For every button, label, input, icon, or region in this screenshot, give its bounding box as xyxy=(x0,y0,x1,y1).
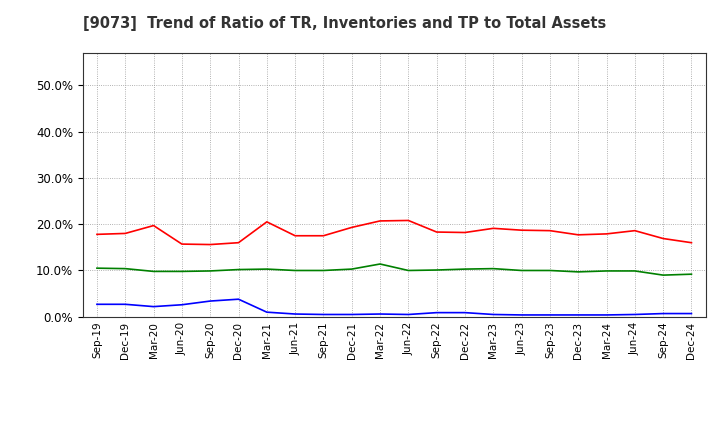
Inventories xyxy=(206,298,215,304)
Trade Payables xyxy=(687,271,696,277)
Inventories xyxy=(319,312,328,317)
Inventories xyxy=(93,302,102,307)
Inventories xyxy=(404,312,413,317)
Trade Payables xyxy=(574,269,582,275)
Trade Receivables xyxy=(121,231,130,236)
Inventories xyxy=(376,312,384,317)
Inventories xyxy=(121,302,130,307)
Trade Payables xyxy=(263,267,271,272)
Line: Trade Receivables: Trade Receivables xyxy=(97,220,691,245)
Trade Receivables xyxy=(489,226,498,231)
Inventories xyxy=(291,312,300,317)
Trade Receivables xyxy=(404,218,413,223)
Trade Receivables xyxy=(574,232,582,238)
Trade Receivables xyxy=(263,219,271,224)
Trade Receivables xyxy=(546,228,554,233)
Trade Payables xyxy=(93,265,102,271)
Trade Receivables xyxy=(178,242,186,247)
Trade Payables xyxy=(149,269,158,274)
Trade Receivables xyxy=(348,225,356,230)
Trade Payables xyxy=(121,266,130,271)
Trade Payables xyxy=(291,268,300,273)
Trade Receivables xyxy=(234,240,243,246)
Trade Payables xyxy=(376,261,384,267)
Trade Payables xyxy=(404,268,413,273)
Trade Receivables xyxy=(291,233,300,238)
Trade Receivables xyxy=(517,227,526,233)
Inventories xyxy=(489,312,498,317)
Trade Receivables xyxy=(687,240,696,246)
Trade Receivables xyxy=(631,228,639,233)
Trade Payables xyxy=(206,268,215,274)
Trade Receivables xyxy=(93,232,102,237)
Inventories xyxy=(602,312,611,318)
Trade Receivables xyxy=(149,223,158,228)
Trade Payables xyxy=(631,268,639,274)
Inventories xyxy=(546,312,554,318)
Inventories xyxy=(178,302,186,308)
Line: Inventories: Inventories xyxy=(97,299,691,315)
Inventories xyxy=(234,297,243,302)
Inventories xyxy=(574,312,582,318)
Trade Receivables xyxy=(659,236,667,241)
Trade Payables xyxy=(489,266,498,271)
Trade Payables xyxy=(517,268,526,273)
Trade Payables xyxy=(178,269,186,274)
Inventories xyxy=(263,309,271,315)
Inventories xyxy=(432,310,441,315)
Trade Payables xyxy=(461,267,469,272)
Inventories xyxy=(631,312,639,317)
Trade Payables xyxy=(602,268,611,274)
Text: [9073]  Trend of Ratio of TR, Inventories and TP to Total Assets: [9073] Trend of Ratio of TR, Inventories… xyxy=(83,16,606,31)
Inventories xyxy=(687,311,696,316)
Inventories xyxy=(659,311,667,316)
Inventories xyxy=(517,312,526,318)
Trade Receivables xyxy=(206,242,215,247)
Trade Payables xyxy=(319,268,328,273)
Trade Receivables xyxy=(461,230,469,235)
Trade Payables xyxy=(234,267,243,272)
Trade Receivables xyxy=(432,229,441,235)
Trade Payables xyxy=(432,268,441,273)
Trade Payables xyxy=(659,272,667,278)
Inventories xyxy=(348,312,356,317)
Trade Payables xyxy=(348,267,356,272)
Trade Receivables xyxy=(376,218,384,224)
Trade Payables xyxy=(546,268,554,273)
Line: Trade Payables: Trade Payables xyxy=(97,264,691,275)
Inventories xyxy=(461,310,469,315)
Trade Receivables xyxy=(319,233,328,238)
Inventories xyxy=(149,304,158,309)
Trade Receivables xyxy=(602,231,611,237)
